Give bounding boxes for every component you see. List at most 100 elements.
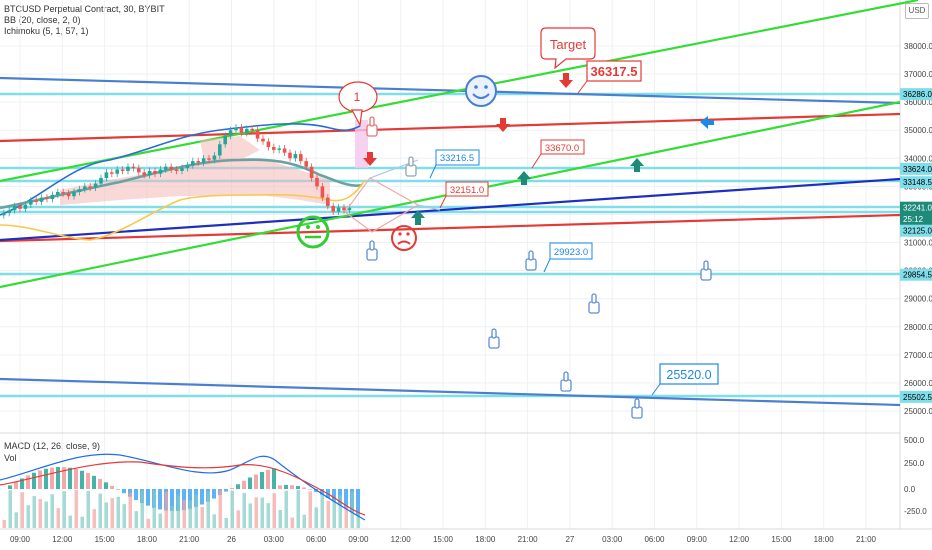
svg-text:32151.0: 32151.0 — [450, 185, 484, 196]
time-tick: 18:00 — [137, 535, 158, 544]
macd-tick: 500.0 — [904, 436, 925, 445]
candle — [347, 207, 352, 211]
down-arrow-icon — [496, 118, 510, 132]
time-tick: 09:00 — [687, 535, 708, 544]
time-tick: 09:00 — [10, 535, 31, 544]
left-arrow-icon — [700, 116, 714, 129]
pointing-hand-icon[interactable] — [405, 156, 417, 177]
time-tick: 21:00 — [856, 535, 877, 544]
sad-face-icon[interactable] — [391, 225, 417, 251]
ichimoku-legend[interactable]: Ichimoku (5, 1, 57, 1) — [4, 26, 89, 36]
volume-legend[interactable]: Vol — [4, 453, 17, 463]
candle — [234, 127, 238, 131]
candle — [261, 138, 265, 142]
macd-axis: 500.0 250.0 0.0 -250.0 — [904, 436, 927, 516]
red-trendline-top — [0, 112, 901, 143]
time-tick: 27 — [565, 535, 574, 544]
candle — [282, 148, 287, 153]
candle — [266, 141, 271, 148]
bb-legend[interactable]: BB (20, close, 2, 0) — [4, 15, 81, 25]
macd-legend[interactable]: MACD (12, 26, close, 9) — [4, 441, 101, 451]
level-label-33670[interactable]: 33670.0 — [531, 139, 585, 169]
pointing-hand-icon[interactable] — [525, 250, 537, 271]
price-tick: 34000.0 — [904, 154, 932, 163]
pointing-hand-icon[interactable] — [488, 328, 500, 349]
candle — [169, 166, 173, 170]
candle — [185, 165, 190, 169]
currency-button[interactable]: USD — [905, 3, 929, 19]
up-arrow-icon — [411, 158, 644, 225]
candle — [250, 128, 254, 131]
svg-text:33670.0: 33670.0 — [545, 143, 579, 154]
down-arrow-icon — [363, 152, 377, 166]
candle — [277, 148, 281, 150]
candle — [196, 161, 200, 163]
price-marker: 25502.5 — [903, 393, 932, 402]
candle — [320, 186, 325, 198]
candle — [293, 154, 298, 159]
svg-text:36317.5: 36317.5 — [591, 64, 638, 79]
candle — [304, 161, 308, 167]
projection-path — [344, 159, 441, 233]
time-tick: 03:00 — [602, 535, 623, 544]
candle — [45, 197, 49, 200]
level-label-32151[interactable]: 32151.0 — [439, 181, 489, 209]
time-tick: 09:00 — [348, 535, 369, 544]
candle — [207, 158, 211, 160]
price-marker: 32241.0 — [903, 204, 932, 213]
svg-text:25520.0: 25520.0 — [666, 368, 711, 382]
happy-face-icon[interactable] — [465, 75, 497, 107]
pointing-hand-icon[interactable] — [560, 371, 572, 392]
candle — [99, 177, 103, 184]
pointing-hand-icon[interactable] — [366, 116, 378, 137]
macd-tick: 250.0 — [904, 459, 925, 468]
pointing-hand-icon[interactable] — [631, 398, 643, 419]
time-tick: 18:00 — [814, 535, 835, 544]
candle — [56, 192, 60, 195]
candle — [336, 207, 341, 212]
step-callout[interactable]: 1 — [338, 81, 378, 127]
neutral-face-icon[interactable] — [296, 215, 330, 249]
candle — [83, 186, 87, 190]
candle — [115, 169, 119, 174]
candle — [104, 172, 109, 178]
pointing-hand-icon[interactable] — [366, 240, 378, 261]
macd-lines — [0, 453, 366, 521]
candle — [7, 210, 11, 214]
pointing-hand-icons — [366, 116, 712, 419]
time-tick: 21:00 — [179, 535, 200, 544]
candle — [326, 197, 330, 207]
time-tick: 26 — [227, 535, 236, 544]
candle — [158, 169, 163, 174]
target-callout[interactable]: Target — [540, 27, 596, 70]
level-label-36317[interactable]: 36317.5 — [577, 60, 642, 94]
candle — [110, 172, 114, 174]
level-label-25520[interactable]: 25520.0 — [651, 363, 719, 396]
candle — [315, 177, 319, 187]
level-label-33216[interactable]: 33216.5 — [429, 149, 480, 179]
pointing-hand-icon[interactable] — [588, 293, 600, 314]
blue-trendline — [0, 177, 901, 242]
price-marker: 33624.0 — [903, 165, 932, 174]
candle — [61, 192, 65, 194]
candle — [77, 189, 82, 192]
price-tick: 37000.0 — [904, 70, 932, 79]
time-tick: 18:00 — [475, 535, 496, 544]
time-tick: 03:00 — [264, 535, 285, 544]
price-markers: 36286.0 33624.0 33148.5 32241.0 25:12 32125.0… — [900, 88, 932, 403]
candle — [272, 147, 276, 150]
candle — [299, 154, 303, 162]
down-arrow-icon — [559, 73, 573, 88]
pointing-hand-icon[interactable] — [700, 260, 712, 281]
candle — [309, 166, 314, 178]
candle — [88, 186, 92, 188]
red-trendline-bottom — [0, 213, 901, 243]
candle — [50, 194, 55, 200]
candle — [153, 170, 157, 174]
candle — [29, 200, 33, 205]
price-marker: 29854.5 — [903, 271, 932, 280]
level-label-29923[interactable]: 29923.0 — [543, 242, 593, 273]
time-tick: 06:00 — [306, 535, 327, 544]
time-tick: 15:00 — [95, 535, 116, 544]
